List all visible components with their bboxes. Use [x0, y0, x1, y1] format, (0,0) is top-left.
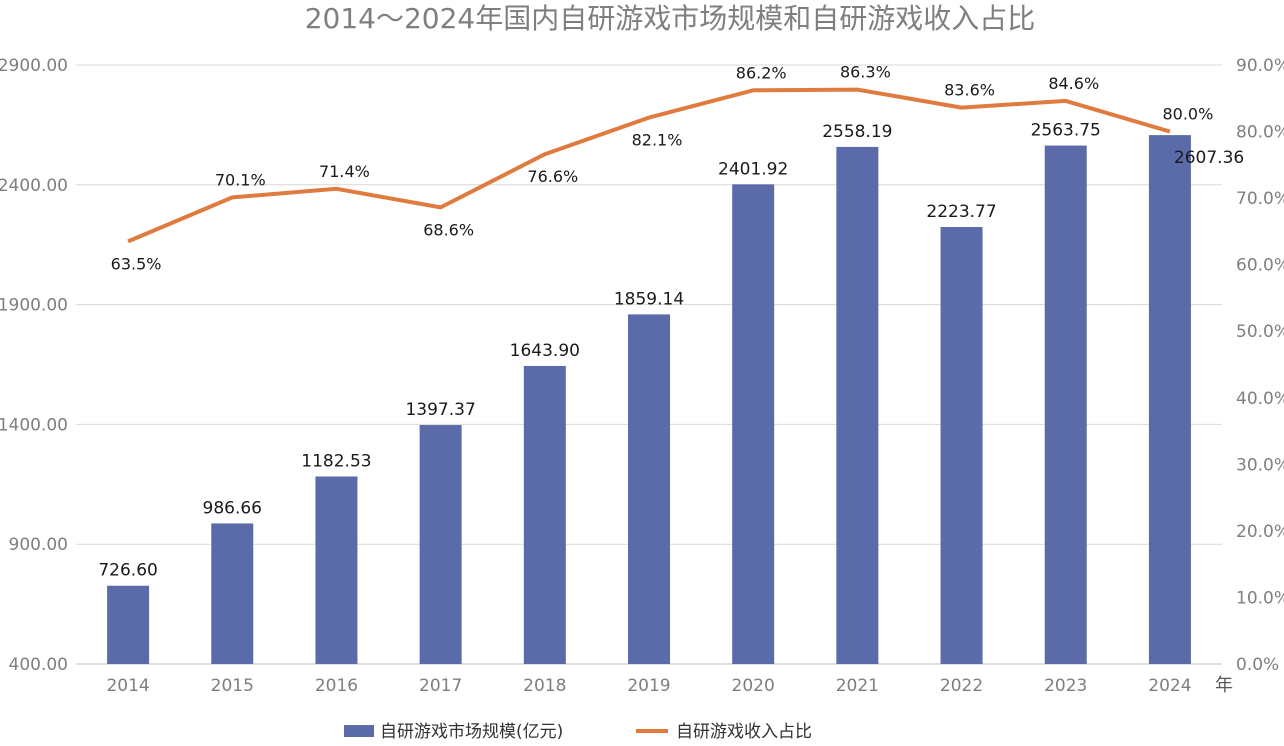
- left-axis-tick-label: 400.00: [9, 655, 68, 675]
- x-axis-tick-label: 2023: [1044, 676, 1087, 696]
- x-axis-tick-label: 2017: [419, 676, 462, 696]
- line-data-label: 83.6%: [944, 81, 995, 100]
- x-axis-tick-label: 2019: [627, 676, 670, 696]
- bar-series: [107, 135, 1191, 665]
- bar-data-label: 1859.14: [614, 289, 684, 309]
- x-axis-tick-label: 2016: [315, 676, 358, 696]
- bar: [523, 365, 566, 664]
- right-axis-tick-label: 0.0%: [1236, 655, 1279, 675]
- bar-data-label: 2223.77: [926, 202, 996, 222]
- bar-data-labels: 726.60 986.66 1182.53 1397.37 1643.90 1859.14…: [98, 121, 1244, 581]
- x-axis-tick-label: 2014: [106, 676, 149, 696]
- left-axis-tick-label: 1900.00: [0, 296, 68, 316]
- x-axis-tick-label: 2015: [211, 676, 254, 696]
- bar: [732, 184, 775, 664]
- right-axis-tick-label: 90.0%: [1236, 56, 1284, 76]
- x-axis-ticks: 2014 2015 2016 2017 2018 2019 2020 2021 2022 2023…: [106, 676, 1191, 696]
- right-axis-tick-label: 40.0%: [1236, 389, 1284, 409]
- line-series: [127, 87, 1171, 244]
- right-axis-tick-label: 80.0%: [1236, 123, 1284, 143]
- bar-data-label: 2558.19: [822, 122, 892, 142]
- line-data-label: 80.0%: [1162, 105, 1213, 124]
- right-axis-tick-label: 10.0%: [1236, 588, 1284, 608]
- line-data-label: 86.2%: [736, 63, 787, 82]
- bar: [107, 585, 150, 664]
- line-data-label: 70.1%: [215, 170, 266, 189]
- line-data-label: 84.6%: [1048, 74, 1099, 93]
- legend-swatch-bar: [344, 725, 374, 737]
- bar-data-label: 726.60: [98, 561, 157, 581]
- bar-data-label: 1643.90: [510, 341, 580, 361]
- left-axis-tick-label: 1400.00: [0, 415, 68, 435]
- line-data-label: 86.3%: [840, 63, 891, 82]
- right-axis-tick-label: 60.0%: [1236, 256, 1284, 276]
- x-axis-tick-label: 2022: [940, 676, 983, 696]
- right-axis-tick-label: 20.0%: [1236, 522, 1284, 542]
- bar: [211, 523, 254, 664]
- bar-data-label: 2607.36: [1174, 148, 1244, 168]
- line-data-labels: 63.5% 70.1% 71.4% 68.6% 76.6% 82.1% 86.2% 86.3%…: [111, 63, 1214, 274]
- bar: [315, 476, 358, 664]
- line-data-label: 76.6%: [527, 167, 578, 186]
- right-axis-tick-label: 30.0%: [1236, 455, 1284, 475]
- bar-data-label: 986.66: [203, 498, 262, 518]
- line-data-label: 63.5%: [111, 254, 162, 273]
- line-data-label: 82.1%: [632, 131, 683, 150]
- x-axis-tick-label: 2020: [732, 676, 775, 696]
- bar: [1148, 135, 1191, 664]
- bar-data-label: 1397.37: [405, 400, 475, 420]
- bar-data-label: 2401.92: [718, 159, 788, 179]
- bar: [628, 314, 670, 664]
- bar: [419, 425, 462, 664]
- bar-data-label: 1182.53: [301, 452, 371, 472]
- left-axis-tick-label: 2900.00: [0, 56, 68, 76]
- legend-label-line: 自研游戏收入占比: [676, 722, 812, 742]
- bar: [836, 146, 879, 664]
- bar: [940, 227, 983, 664]
- line-path: [127, 87, 1171, 244]
- bar: [1044, 145, 1087, 665]
- line-data-label: 68.6%: [423, 220, 474, 239]
- x-axis-tick-label: 2024: [1148, 676, 1191, 696]
- left-axis-tick-label: 2400.00: [0, 176, 68, 196]
- line-data-label: 71.4%: [319, 162, 370, 181]
- right-axis-tick-label: 70.0%: [1236, 189, 1284, 209]
- x-axis-tick-label: 2018: [523, 676, 566, 696]
- left-axis-tick-label: 900.00: [9, 535, 68, 555]
- right-axis-ticks: 0.0% 10.0% 20.0% 30.0% 40.0% 50.0% 60.0% 70.0% 8…: [1236, 56, 1284, 675]
- x-axis-unit-label: 年: [1215, 675, 1233, 696]
- bar-data-label: 2563.75: [1031, 121, 1101, 141]
- left-axis-ticks: 400.00 900.00 1400.00 1900.00 2400.00 2900.00: [0, 56, 68, 675]
- legend-label-bar: 自研游戏市场规模(亿元): [380, 722, 563, 742]
- x-axis-tick-label: 2021: [836, 676, 879, 696]
- chart-title: 2014～2024年国内自研游戏市场规模和自研游戏收入占比: [305, 2, 1036, 35]
- right-axis-tick-label: 50.0%: [1236, 322, 1284, 342]
- legend: 自研游戏市场规模(亿元) 自研游戏收入占比: [344, 722, 812, 742]
